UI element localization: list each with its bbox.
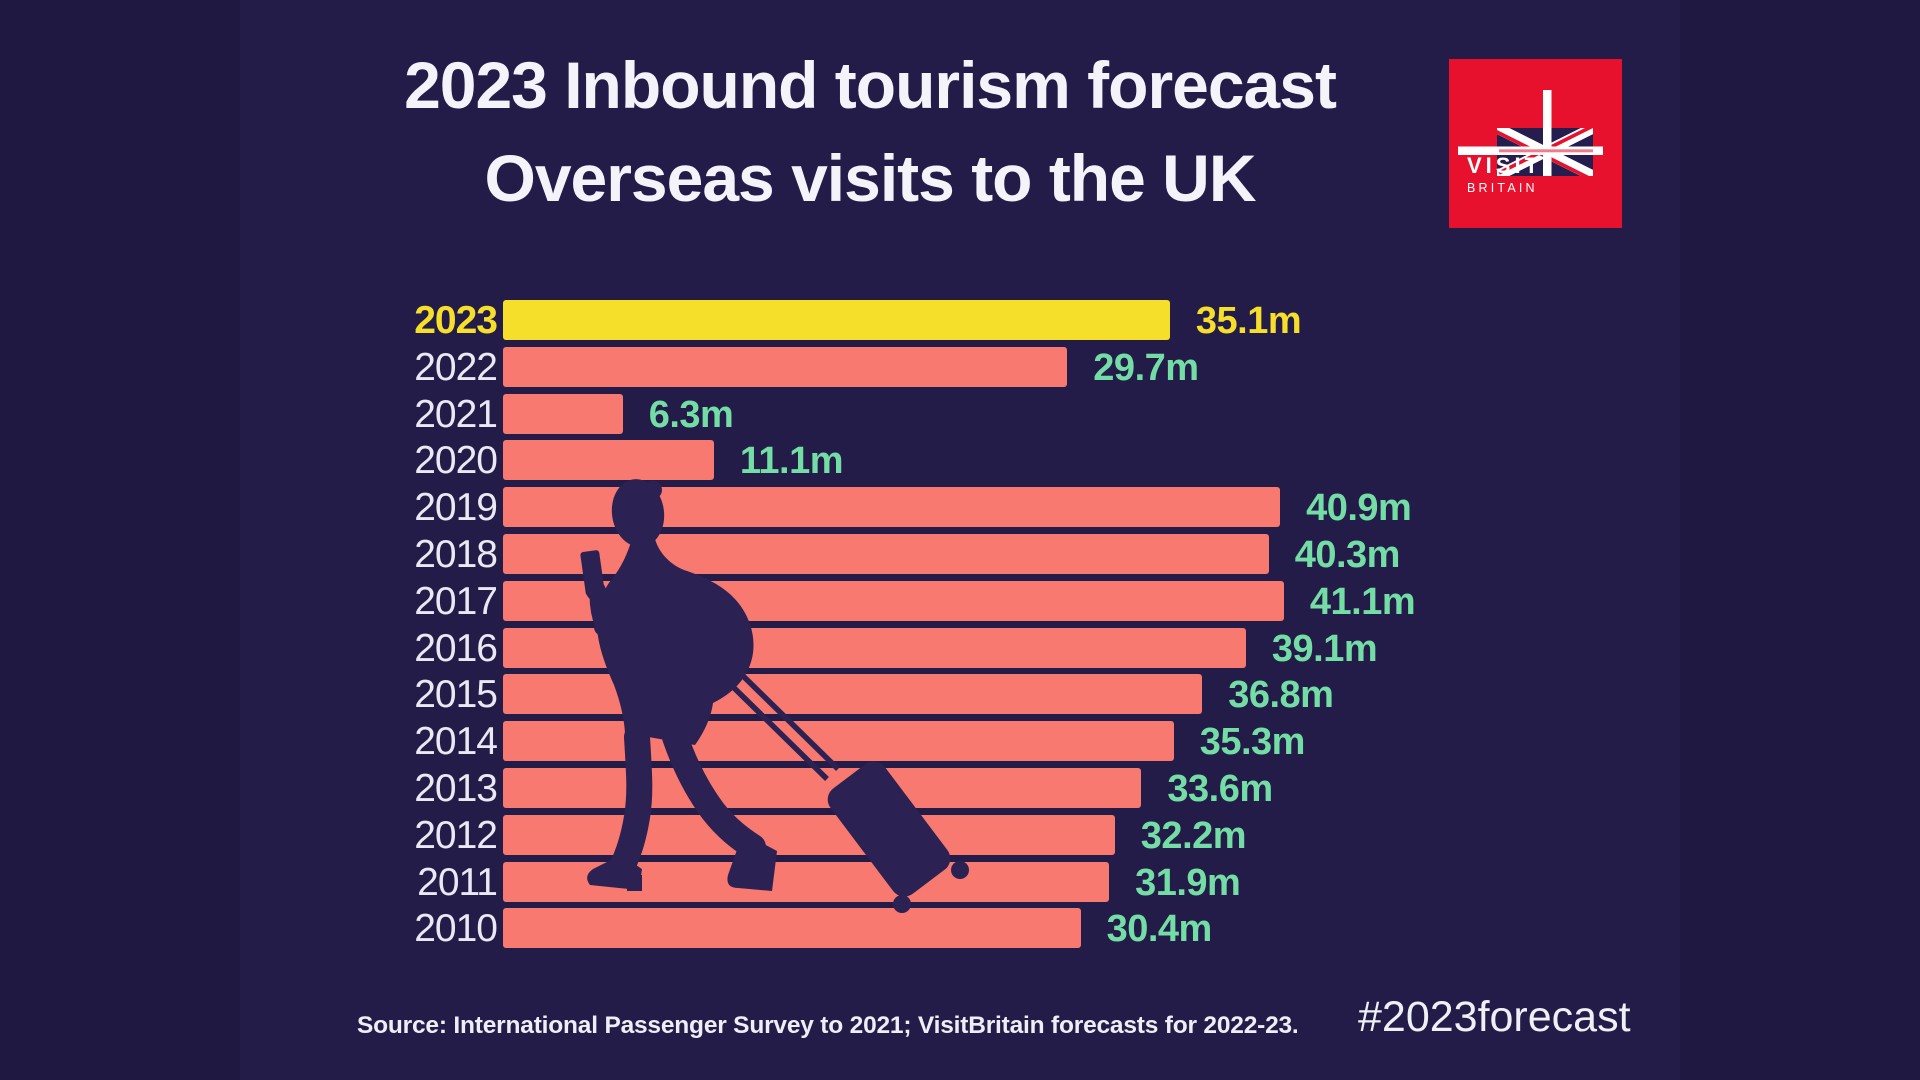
page-title-line2: Overseas visits to the UK [484,141,1257,215]
value-label: 30.4m [1106,908,1213,951]
chart-row: 2020 11.1m [0,439,1920,483]
chart-row: 2021 6.3m [0,392,1920,436]
value-label: 40.3m [1294,534,1401,576]
hashtag: #2023forecast [1358,993,1631,1041]
traveler-silhouette [580,479,969,913]
chart-row: 2012 32.2m [0,813,1920,857]
bar [503,814,1115,855]
year-label: 2021 [414,392,498,436]
value-label: 35.3m [1199,721,1306,764]
bar [503,440,714,481]
year-label: 2016 [414,626,498,670]
year-label: 2015 [414,673,498,717]
value-label: 35.1m [1195,300,1302,342]
page-title-line1: 2023 Inbound tourism forecast [404,48,1337,122]
visitbritain-logo: VISIT BRITAIN [1449,59,1622,228]
year-label: 2018 [414,533,498,576]
year-label: 2023 [414,299,498,342]
value-label: 6.3m [648,393,734,436]
chart-row: 2022 29.7m [0,345,1920,389]
value-label: 40.9m [1306,487,1412,530]
page-title: 2023 Inbound tourism forecast Overseas v… [280,39,1460,225]
year-label: 2010 [414,907,498,951]
chart-row: 2010 30.4m [0,907,1920,951]
value-label: 11.1m [739,440,844,483]
phone-icon [580,550,605,596]
value-label: 41.1m [1309,580,1416,623]
value-label: 32.2m [1140,814,1247,857]
union-jack-flag [1458,90,1603,176]
bar [503,346,1067,387]
logo-text-britain: BRITAIN [1467,181,1538,195]
value-label: 31.9m [1135,861,1241,904]
value-label: 36.8m [1228,674,1334,717]
chart-row: 2014 35.3m [0,720,1920,764]
bar [503,721,1174,762]
bar [503,300,1170,340]
value-label: 29.7m [1093,346,1199,389]
year-label: 2019 [414,486,498,530]
bar-chart: 2023 35.1m 2022 29.7m 2021 6.3m 2020 11.1m 2019 4… [0,300,1920,960]
year-label: 2022 [414,345,498,389]
bar [503,393,623,434]
year-label: 2014 [414,720,498,764]
suitcase-icon [827,761,969,913]
chart-row: 2023 35.1m [0,299,1920,342]
logo-text-visit: VISIT [1467,153,1542,178]
year-label: 2011 [417,860,498,904]
source-note: Source: International Passenger Survey t… [357,1012,1299,1039]
year-label: 2017 [414,579,498,623]
value-label: 33.6m [1167,768,1273,810]
value-label: 39.1m [1271,627,1378,670]
year-label: 2012 [414,813,498,857]
bar [503,908,1081,949]
year-label: 2013 [414,767,498,810]
year-label: 2020 [414,439,498,483]
